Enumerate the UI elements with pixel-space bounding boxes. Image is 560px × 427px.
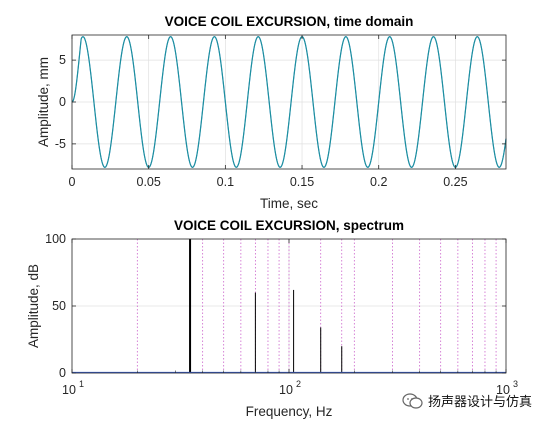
wechat-icon	[402, 392, 424, 410]
time-x-tick-label: 0.05	[137, 175, 161, 189]
spectrum-axes: VOICE COIL EXCURSION, spectrum 10 1 10 2 10 3…	[26, 218, 518, 419]
spectrum-y-tick-label: 100	[45, 232, 66, 246]
time-y-tick-label: 5	[59, 53, 66, 67]
time-y-tick-label: 0	[59, 95, 66, 109]
time-domain-axes: VOICE COIL EXCURSION, time domain 0 0.05 0…	[36, 14, 507, 211]
spectrum-x-tick-label: 10	[496, 383, 510, 397]
time-domain-y-label: Amplitude, mm	[36, 57, 51, 147]
time-x-tick-label: 0.25	[443, 175, 467, 189]
time-series-line	[71, 36, 507, 168]
time-x-tick-label: 0.15	[290, 175, 314, 189]
spectrum-x-tick-exponent: 3	[513, 379, 518, 389]
spectrum-x-label: Frequency, Hz	[246, 404, 333, 419]
time-domain-x-label: Time, sec	[260, 196, 318, 211]
spectrum-x-tick-exponent: 1	[79, 379, 84, 389]
time-x-tick-label: 0	[69, 175, 76, 189]
time-domain-y-ticks: -5 0 5	[55, 53, 506, 151]
spectrum-y-tick-label: 50	[52, 299, 66, 313]
spectrum-y-label: Amplitude, dB	[26, 264, 41, 348]
time-domain-x-ticks: 0 0.05 0.1 0.15 0.2 0.25	[69, 35, 468, 189]
time-x-tick-label: 0.2	[370, 175, 387, 189]
time-x-tick-label: 0.1	[217, 175, 234, 189]
spectrum-harmonic-guides	[136, 239, 497, 373]
spectrum-x-tick-exponent: 2	[296, 379, 301, 389]
spectrum-x-tick-label: 10	[62, 383, 76, 397]
watermark: 扬声器设计与仿真	[402, 391, 532, 410]
spectrum-x-tick-label: 10	[279, 383, 293, 397]
time-y-tick-label: -5	[55, 137, 66, 151]
time-domain-waveforms	[71, 36, 507, 168]
spectrum-y-tick-label: 0	[59, 366, 66, 380]
spectrum-y-ticks: 0 50 100	[45, 232, 506, 380]
spectrum-x-ticks: 10 1 10 2 10 3	[62, 239, 518, 397]
time-domain-title: VOICE COIL EXCURSION, time domain	[165, 14, 414, 29]
watermark-text: 扬声器设计与仿真	[428, 395, 533, 410]
spectrum-title: VOICE COIL EXCURSION, spectrum	[174, 218, 404, 233]
